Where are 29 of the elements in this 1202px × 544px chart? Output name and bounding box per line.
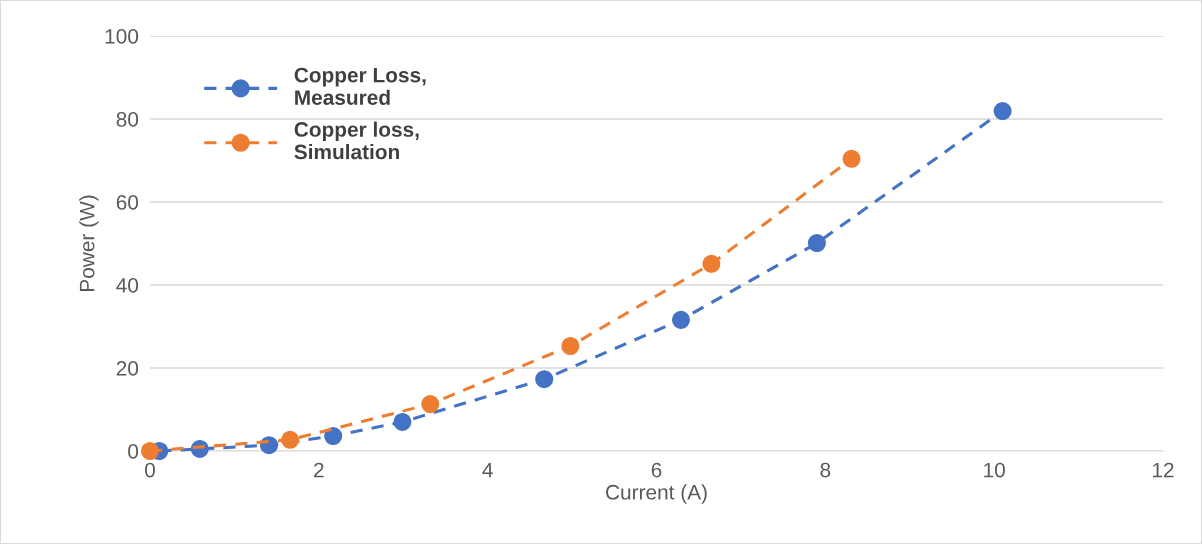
y-tick-label: 0 bbox=[128, 444, 139, 459]
legend-label: Copper loss, Simulation bbox=[294, 121, 419, 160]
x-tick-label: 12 bbox=[1153, 462, 1174, 478]
y-tick-label: 100 bbox=[105, 29, 139, 44]
y-tick-label: 20 bbox=[116, 361, 139, 376]
x-tick-label: 10 bbox=[984, 462, 1005, 478]
point bbox=[535, 370, 554, 389]
x-axis-title: Current (A) bbox=[606, 484, 707, 504]
point bbox=[993, 102, 1012, 121]
point bbox=[324, 427, 343, 446]
y-tick-label: 40 bbox=[116, 278, 139, 293]
point bbox=[807, 234, 826, 253]
x-tick-label: 4 bbox=[482, 462, 493, 478]
y-tick-label: 80 bbox=[116, 112, 139, 127]
x-tick-label: 8 bbox=[820, 462, 831, 478]
point bbox=[561, 336, 580, 356]
y-tick-label: 60 bbox=[116, 195, 139, 210]
x-tick-label: 0 bbox=[145, 462, 155, 478]
point bbox=[281, 430, 300, 449]
point bbox=[140, 441, 160, 461]
legend-label: Copper Loss, Measured bbox=[294, 67, 426, 105]
point bbox=[421, 395, 440, 414]
point bbox=[393, 412, 412, 431]
x-tick-label: 2 bbox=[314, 462, 324, 478]
point bbox=[842, 149, 861, 168]
x-tick-label: 6 bbox=[651, 462, 662, 478]
point bbox=[671, 310, 691, 329]
y-axis-title: Power (W) bbox=[79, 195, 99, 291]
point bbox=[702, 254, 721, 273]
